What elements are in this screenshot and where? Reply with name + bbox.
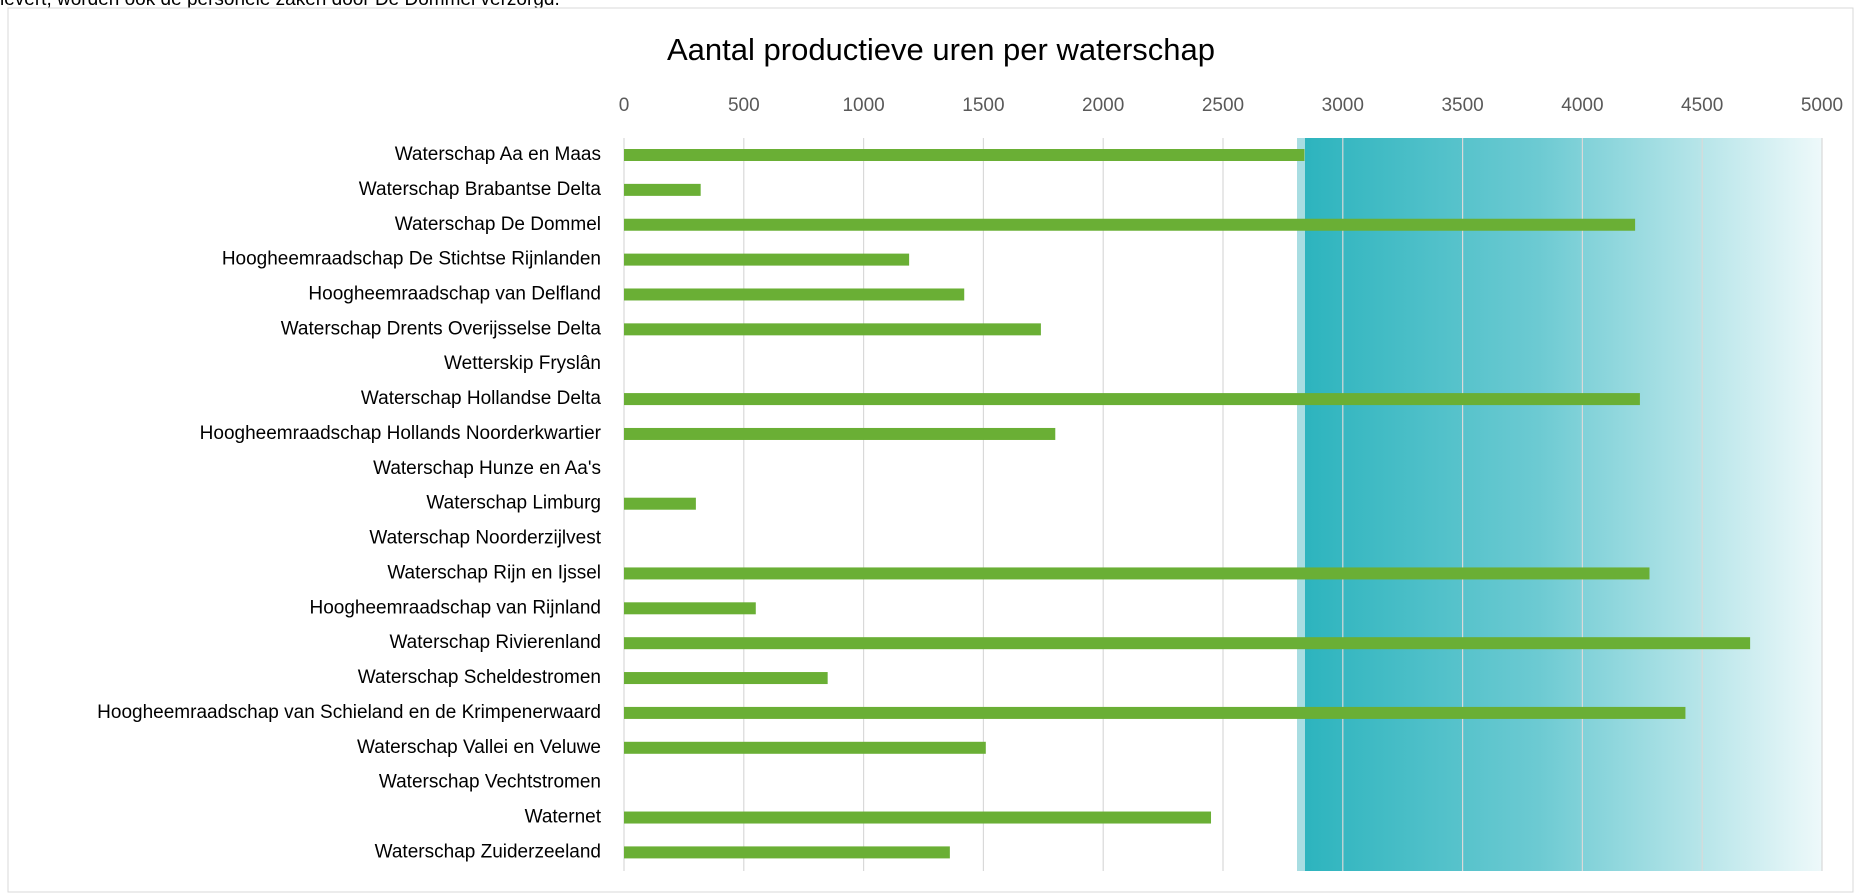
y-tick-label: Waternet bbox=[525, 807, 602, 828]
y-tick-label: Wetterskip Fryslân bbox=[444, 353, 601, 374]
bar bbox=[624, 497, 696, 510]
bar bbox=[624, 323, 1041, 336]
bar bbox=[624, 706, 1686, 719]
bar bbox=[624, 672, 828, 685]
bar bbox=[624, 741, 986, 754]
bar bbox=[624, 288, 965, 301]
y-tick-label: Waterschap Rivierenland bbox=[389, 632, 601, 653]
page-text: levert, worden ook de personele zaken do… bbox=[0, 0, 560, 10]
y-tick-label: Hoogheemraadschap van Schieland en de Kr… bbox=[97, 702, 601, 723]
y-tick-label: Waterschap Brabantse Delta bbox=[359, 179, 602, 200]
y-tick-label: Hoogheemraadschap van Delfland bbox=[308, 283, 601, 304]
bar bbox=[624, 183, 701, 196]
y-tick-label: Waterschap Aa en Maas bbox=[395, 144, 601, 165]
y-tick-label: Waterschap Scheldestromen bbox=[358, 667, 601, 688]
y-tick-label: Waterschap Hollandse Delta bbox=[361, 388, 602, 409]
y-tick-label: Waterschap Drents Overijsselse Delta bbox=[281, 318, 602, 339]
y-tick-label: Waterschap De Dommel bbox=[395, 214, 601, 235]
bar bbox=[624, 393, 1640, 406]
y-tick-label: Hoogheemraadschap van Rijnland bbox=[309, 597, 601, 618]
y-tick-label: Waterschap Vallei en Veluwe bbox=[357, 737, 601, 758]
x-tick-label: 3000 bbox=[1322, 95, 1364, 116]
x-tick-label: 0 bbox=[619, 95, 630, 116]
bar bbox=[624, 846, 950, 859]
x-tick-label: 2000 bbox=[1082, 95, 1124, 116]
x-tick-label: 5000 bbox=[1801, 95, 1843, 116]
y-tick-label: Waterschap Limburg bbox=[426, 493, 601, 514]
highlight-band bbox=[1305, 138, 1822, 871]
x-tick-label: 1000 bbox=[842, 95, 884, 116]
bar bbox=[624, 567, 1650, 580]
y-tick-label: Waterschap Rijn en Ijssel bbox=[387, 562, 601, 583]
x-tick-label: 4000 bbox=[1561, 95, 1603, 116]
x-tick-label: 2500 bbox=[1202, 95, 1244, 116]
bar bbox=[624, 253, 910, 266]
y-tick-label: Waterschap Zuiderzeeland bbox=[375, 841, 601, 862]
y-tick-label: Hoogheemraadschap Hollands Noorderkwarti… bbox=[200, 423, 602, 444]
y-tick-label: Waterschap Hunze en Aa's bbox=[373, 458, 601, 479]
bar bbox=[624, 427, 1056, 440]
bar bbox=[624, 149, 1305, 161]
bar bbox=[624, 602, 756, 615]
bar bbox=[624, 218, 1636, 231]
x-tick-label: 4500 bbox=[1681, 95, 1723, 116]
y-tick-label: Waterschap Vechtstromen bbox=[379, 772, 601, 793]
bar bbox=[624, 811, 1212, 824]
x-tick-label: 1500 bbox=[962, 95, 1004, 116]
y-tick-label: Hoogheemraadschap De Stichtse Rijnlanden bbox=[222, 249, 601, 270]
x-tick-label: 500 bbox=[728, 95, 760, 116]
bar bbox=[624, 637, 1751, 650]
x-tick-label: 3500 bbox=[1441, 95, 1483, 116]
y-tick-label: Waterschap Noorderzijlvest bbox=[369, 528, 601, 549]
chart-title: Aantal productieve uren per waterschap bbox=[667, 32, 1215, 67]
